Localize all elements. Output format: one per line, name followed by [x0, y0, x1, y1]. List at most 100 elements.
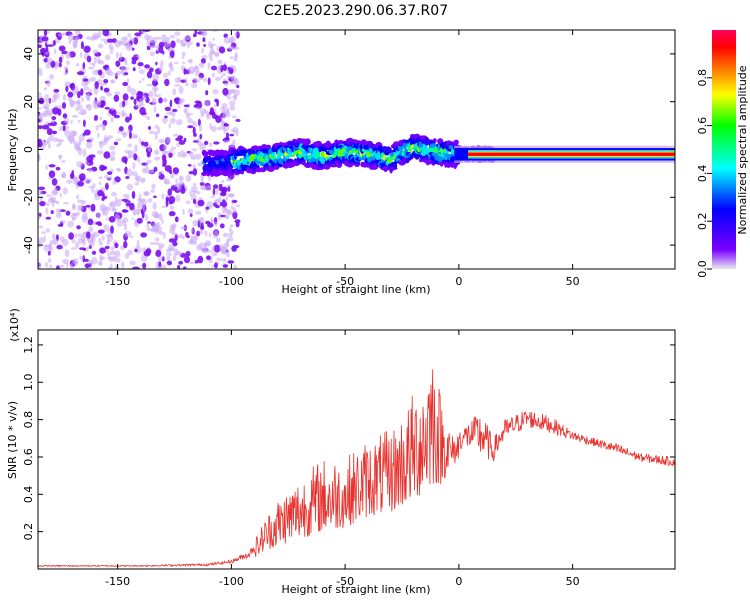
noise-speckle	[38, 237, 45, 244]
noise-speckle	[43, 244, 50, 248]
noise-speckle	[162, 158, 167, 166]
noise-speckle	[231, 76, 235, 82]
noise-speckle	[161, 205, 168, 208]
noise-speckle	[173, 97, 180, 103]
signal-blob	[329, 163, 338, 168]
colorbar-gradient	[712, 30, 736, 269]
noise-speckle	[153, 149, 160, 155]
noise-speckle	[208, 142, 213, 147]
noise-speckle	[155, 242, 161, 246]
noise-speckle	[115, 138, 122, 142]
noise-speckle	[206, 250, 213, 253]
noise-speckle	[194, 80, 201, 83]
noise-speckle	[101, 100, 106, 107]
noise-speckle	[77, 204, 84, 212]
signal-blob	[382, 154, 387, 161]
noise-speckle	[122, 217, 129, 223]
noise-speckle	[62, 125, 66, 132]
noise-speckle	[187, 43, 190, 49]
noise-speckle	[205, 100, 210, 107]
spectrogram-ytick-label: 0	[22, 146, 35, 153]
noise-speckle	[168, 211, 176, 217]
signal-blob	[267, 166, 275, 172]
noise-speckle	[51, 130, 58, 135]
noise-speckle	[96, 212, 102, 219]
noise-speckle	[61, 160, 66, 163]
noise-speckle	[187, 125, 194, 129]
noise-speckle	[188, 67, 191, 75]
noise-speckle	[82, 78, 89, 82]
noise-speckle	[147, 144, 152, 153]
noise-speckle	[194, 100, 202, 104]
noise-speckle	[102, 206, 109, 211]
noise-speckle	[146, 71, 153, 79]
noise-speckle	[207, 77, 211, 86]
noise-speckle	[77, 91, 81, 99]
noise-speckle	[83, 129, 91, 136]
noise-speckle	[151, 97, 155, 104]
noise-speckle	[211, 65, 217, 71]
noise-speckle	[77, 119, 81, 123]
noise-speckle	[99, 116, 103, 121]
noise-speckle	[144, 166, 150, 174]
noise-speckle	[74, 30, 81, 36]
noise-speckle	[104, 106, 110, 110]
noise-speckle	[205, 185, 212, 192]
noise-speckle	[65, 51, 72, 59]
noise-speckle	[172, 113, 175, 118]
noise-speckle	[140, 177, 146, 184]
noise-speckle	[152, 222, 157, 227]
noise-speckle	[226, 107, 230, 113]
noise-speckle	[153, 87, 157, 96]
noise-speckle	[55, 211, 62, 219]
noise-speckle	[45, 207, 49, 215]
signal-blob	[446, 140, 454, 144]
noise-speckle	[103, 209, 109, 216]
noise-speckle	[180, 39, 187, 47]
noise-speckle	[189, 58, 193, 64]
noise-speckle	[224, 136, 230, 142]
noise-speckle	[148, 90, 154, 98]
noise-speckle	[127, 249, 133, 256]
noise-speckle	[75, 146, 81, 151]
noise-speckle	[101, 197, 105, 201]
noise-speckle	[152, 202, 157, 210]
noise-speckle	[72, 138, 76, 144]
noise-speckle	[106, 239, 110, 246]
noise-speckle	[108, 44, 114, 49]
noise-speckle	[178, 140, 186, 145]
noise-speckle	[172, 254, 177, 261]
noise-speckle	[69, 99, 74, 108]
noise-speckle	[73, 141, 81, 149]
noise-speckle	[226, 209, 231, 215]
signal-blob	[429, 143, 437, 148]
noise-speckle	[232, 211, 238, 220]
noise-speckle	[146, 116, 151, 120]
noise-speckle	[220, 74, 223, 79]
noise-speckle	[192, 183, 197, 186]
noise-speckle	[62, 113, 68, 119]
noise-speckle	[104, 54, 111, 61]
noise-speckle	[122, 132, 127, 138]
noise-speckle	[59, 192, 63, 198]
noise-speckle	[44, 262, 49, 268]
noise-speckle	[77, 237, 85, 244]
noise-speckle	[215, 237, 221, 243]
noise-speckle	[199, 143, 207, 151]
noise-speckle	[67, 91, 74, 98]
noise-speckle	[168, 62, 174, 68]
noise-speckle	[70, 120, 73, 125]
noise-speckle	[168, 152, 173, 158]
noise-speckle	[219, 214, 226, 218]
noise-speckle	[166, 36, 171, 41]
noise-speckle	[177, 105, 181, 109]
noise-speckle	[212, 187, 216, 196]
noise-speckle	[168, 244, 175, 251]
noise-speckle	[85, 104, 90, 109]
noise-speckle	[196, 230, 201, 237]
noise-speckle	[99, 254, 103, 262]
noise-speckle	[166, 47, 174, 51]
noise-speckle	[165, 252, 173, 256]
spectrogram-ytick-label: -20	[22, 188, 35, 206]
noise-speckle	[83, 86, 90, 91]
